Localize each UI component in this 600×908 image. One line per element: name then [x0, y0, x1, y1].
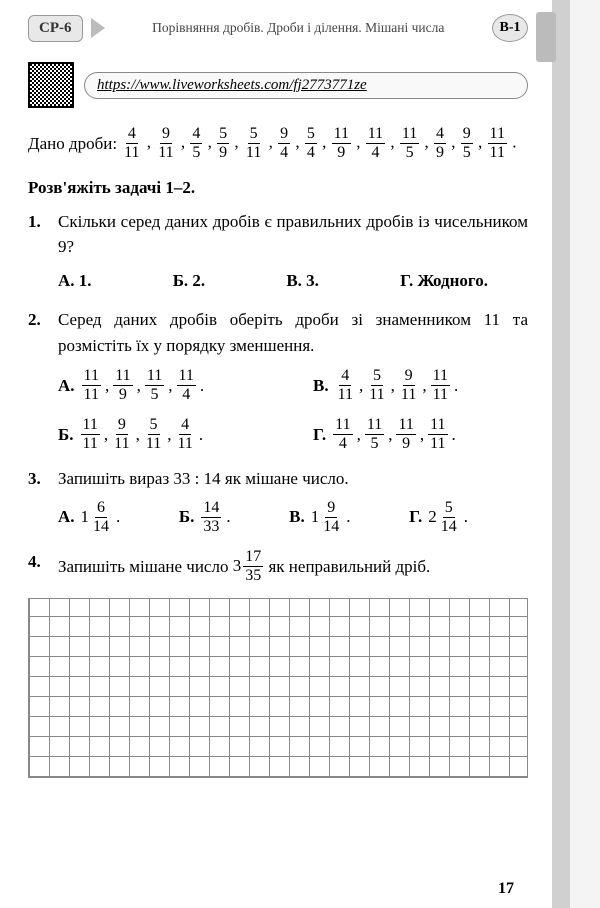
lesson-badge: СР-6 — [28, 15, 83, 42]
q4-post: як неправильний дріб. — [268, 556, 430, 575]
q3-opt-v[interactable]: В.1914 . — [289, 500, 350, 535]
q2-opt-a[interactable]: А.1111, 119, 115, 114. — [58, 368, 273, 403]
q1-opt-v[interactable]: В. 3. — [286, 268, 319, 294]
q3-opt-a[interactable]: А.1614 . — [58, 500, 120, 535]
q4-number: 4. — [28, 549, 48, 584]
variant-badge: В-1 — [492, 14, 528, 42]
q3-number: 3. — [28, 466, 48, 492]
question-4: 4. Запишіть мішане число 3 1735 як непра… — [28, 549, 528, 584]
q3-opt-b[interactable]: Б.1433 . — [179, 500, 231, 535]
q3-text: Запишіть вираз 33 : 14 як мішане число. — [58, 466, 349, 492]
q2-options: А.1111, 119, 115, 114. В.411, 511, 911, 1… — [58, 368, 528, 452]
qr-code-icon — [28, 62, 74, 108]
q2-number: 2. — [28, 307, 48, 358]
q3-options: А.1614 . Б.1433 . В.1914 . Г.2514 . — [58, 500, 528, 535]
q1-text: Скільки серед даних дробів є правильних … — [58, 209, 528, 260]
q1-options: А. 1. Б. 2. В. 3. Г. Жодного. — [58, 268, 528, 294]
q1-opt-a[interactable]: А. 1. — [58, 268, 92, 294]
page-number: 17 — [498, 880, 514, 898]
url-row: https://www.liveworksheets.com/fj2773771… — [28, 62, 528, 108]
worksheet-url[interactable]: https://www.liveworksheets.com/fj2773771… — [84, 72, 528, 99]
q3-opt-g[interactable]: Г.2514 . — [409, 500, 468, 535]
q4-text: Запишіть мішане число 3 1735 як неправил… — [58, 549, 430, 584]
q1-opt-g[interactable]: Г. Жодного. — [400, 268, 488, 294]
q2-text: Серед даних дробів оберіть дроби зі знам… — [58, 307, 528, 358]
q2-opt-g[interactable]: Г.114, 115, 119, 1111. — [313, 417, 528, 452]
given-fractions: Дано дроби: 411 , 911 , 45 , 59 , 511 , … — [28, 126, 528, 161]
content: Дано дроби: 411 , 911 , 45 , 59 , 511 , … — [28, 126, 528, 778]
q2-opt-v[interactable]: В.411, 511, 911, 1111. — [313, 368, 528, 403]
q1-number: 1. — [28, 209, 48, 260]
q4-mixed: 3 1735 — [233, 549, 265, 584]
answer-grid[interactable] — [28, 598, 528, 778]
page-header: СР-6 Порівняння дробів. Дроби і ділення.… — [28, 0, 528, 48]
question-3: 3. Запишіть вираз 33 : 14 як мішане числ… — [28, 466, 528, 492]
q4-pre: Запишіть мішане число — [58, 556, 233, 575]
given-label: Дано дроби: — [28, 131, 117, 157]
q1-opt-b[interactable]: Б. 2. — [173, 268, 206, 294]
margin-decor — [536, 12, 556, 62]
question-2: 2. Серед даних дробів оберіть дроби зі з… — [28, 307, 528, 358]
tasks-heading: Розв'яжіть задачі 1–2. — [28, 175, 528, 201]
worksheet-page: СР-6 Порівняння дробів. Дроби і ділення.… — [0, 0, 570, 908]
arrow-icon — [91, 18, 105, 38]
question-1: 1. Скільки серед даних дробів є правильн… — [28, 209, 528, 260]
lesson-title: Порівняння дробів. Дроби і ділення. Міша… — [113, 20, 485, 36]
q2-opt-b[interactable]: Б.1111, 911, 511, 411. — [58, 417, 273, 452]
